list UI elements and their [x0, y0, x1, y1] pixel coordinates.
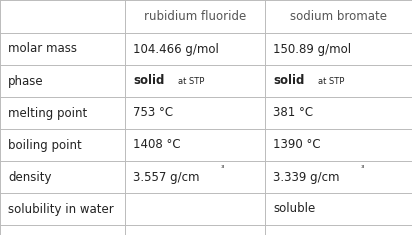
Text: molar mass: molar mass — [8, 43, 77, 55]
Text: 104.466 g/mol: 104.466 g/mol — [133, 43, 219, 55]
Text: 3.557 g/cm: 3.557 g/cm — [133, 171, 199, 184]
Text: boiling point: boiling point — [8, 138, 82, 152]
Text: sodium bromate: sodium bromate — [290, 10, 387, 23]
Text: 150.89 g/mol: 150.89 g/mol — [273, 43, 351, 55]
Text: 3.339 g/cm: 3.339 g/cm — [273, 171, 339, 184]
Text: soluble: soluble — [273, 203, 315, 215]
Text: melting point: melting point — [8, 106, 87, 120]
Text: 1390 °C: 1390 °C — [273, 138, 321, 152]
Text: 1408 °C: 1408 °C — [133, 138, 180, 152]
Text: at STP: at STP — [178, 77, 204, 86]
Text: density: density — [8, 171, 52, 184]
Text: at STP: at STP — [318, 77, 344, 86]
Text: ³: ³ — [360, 164, 364, 172]
Text: solid: solid — [133, 74, 164, 87]
Text: rubidium fluoride: rubidium fluoride — [144, 10, 246, 23]
Text: phase: phase — [8, 74, 44, 87]
Text: solubility in water: solubility in water — [8, 203, 114, 215]
Text: 753 °C: 753 °C — [133, 106, 173, 120]
Text: ³: ³ — [220, 164, 224, 172]
Text: solid: solid — [273, 74, 304, 87]
Text: 381 °C: 381 °C — [273, 106, 313, 120]
